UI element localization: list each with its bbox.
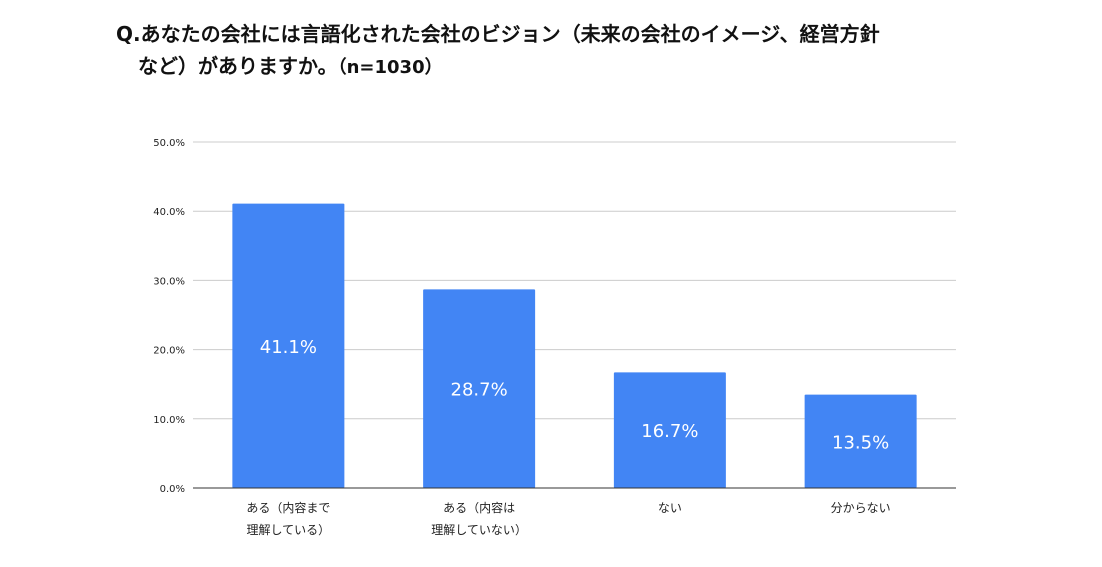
bar [613, 372, 726, 488]
bar-value-labels: 41.1% 28.7% 16.7% 13.5% [260, 337, 889, 453]
y-tick-label: 20.0% [153, 346, 185, 357]
y-tick-label: 10.0% [153, 415, 185, 426]
x-tick-label-line: 理解している） [247, 523, 331, 537]
x-tick-label-line: 分からない [831, 501, 891, 515]
x-tick-label: ない [658, 501, 682, 515]
bars [232, 203, 917, 488]
x-tick-label-line: ある（内容まで [246, 500, 330, 515]
y-tick-label: 30.0% [153, 276, 185, 287]
bar-value-label: 41.1% [260, 337, 317, 358]
bar [232, 203, 345, 488]
x-tick-label-line: ある（内容は [443, 500, 515, 515]
x-tick-label: ある（内容まで理解している） [246, 500, 330, 537]
sample-size: （n=1030） [337, 57, 443, 78]
x-axis-ticks: ある（内容まで理解している） ある（内容は理解していない） ない 分からない [246, 500, 890, 537]
y-tick-label: 40.0% [153, 207, 185, 218]
x-tick-label: ある（内容は理解していない） [431, 500, 527, 537]
x-tick-label: 分からない [831, 501, 891, 515]
x-tick-label-line: ない [658, 501, 682, 515]
bar [423, 289, 536, 488]
y-axis-ticks: 0.0% 10.0% 20.0% 30.0% 40.0% 50.0% [153, 138, 185, 495]
bar-value-label: 16.7% [641, 421, 698, 442]
x-tick-label-line: 理解していない） [431, 523, 527, 537]
y-tick-label: 50.0% [153, 138, 185, 149]
chart-title-line2: など）がありますか。 [138, 54, 338, 78]
y-tick-label: 0.0% [160, 484, 185, 495]
bar-value-label: 13.5% [832, 432, 889, 453]
bar-value-label: 28.7% [451, 380, 508, 401]
chart-title: Q.あなたの会社には言語化された会社のビジョン（未来の会社のイメージ、経営方針 … [116, 18, 1076, 84]
bar [804, 394, 917, 488]
chart-title-line1: Q.あなたの会社には言語化された会社のビジョン（未来の会社のイメージ、経営方針 [116, 22, 880, 46]
chart-title-line2-wrap: など）がありますか。（n=1030） [116, 50, 1076, 84]
